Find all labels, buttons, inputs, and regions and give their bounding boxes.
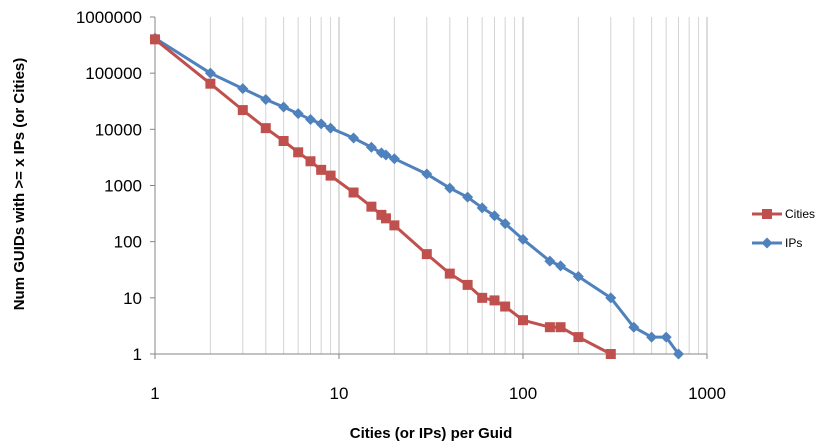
legend-item-ips: IPs [752, 236, 802, 250]
y-tick-label: 1000 [104, 177, 142, 196]
cities-marker [278, 135, 289, 146]
ips-marker [278, 101, 290, 113]
ips-marker [365, 141, 377, 153]
ips-marker [605, 292, 617, 304]
cities-marker [605, 349, 616, 359]
ips-marker [555, 260, 567, 272]
y-tick-label: 1 [133, 345, 142, 364]
series-cities [150, 34, 616, 359]
cities-marker [325, 170, 336, 181]
cities-marker [260, 123, 271, 134]
series-line [154, 38, 612, 356]
ips-marker [260, 93, 272, 105]
cities-marker [150, 34, 160, 45]
y-tick-label: 100000 [85, 64, 142, 83]
ips-marker [761, 237, 773, 249]
y-tick-label: 100 [114, 233, 142, 252]
ips-marker [672, 348, 684, 360]
ips-marker [628, 321, 640, 333]
cities-marker [518, 315, 528, 326]
cities-marker [762, 209, 772, 219]
ips-marker [204, 67, 216, 79]
x-tick-label: 1 [150, 384, 159, 403]
cities-marker [477, 292, 488, 303]
cities-marker [316, 164, 327, 175]
cities-marker [573, 332, 584, 343]
cities-marker [389, 220, 400, 231]
cities-marker [348, 187, 359, 198]
cities-marker [237, 105, 248, 116]
ips-marker [380, 149, 392, 161]
cities-marker [366, 201, 377, 212]
cities-marker [421, 249, 432, 260]
ips-marker [421, 168, 433, 180]
series-group [149, 32, 684, 360]
ips-marker [444, 182, 456, 194]
legend-label: Cities [785, 207, 815, 221]
ips-marker [388, 153, 400, 165]
ips-marker [517, 233, 529, 245]
legend-label: IPs [785, 236, 802, 250]
x-tick-label: 10 [330, 384, 349, 403]
series-line [154, 36, 680, 355]
ips-marker [572, 270, 584, 282]
cities-marker [555, 322, 566, 333]
x-tick-label: 100 [509, 384, 537, 403]
y-axis-title: Num GUIDs with >= x IPs (or Cities) [11, 58, 28, 311]
x-axis-title: Cities (or IPs) per Guid [350, 425, 513, 442]
ips-marker [660, 331, 672, 343]
ips-marker [315, 118, 327, 130]
ips-marker [488, 210, 500, 222]
ips-marker [348, 132, 360, 144]
ips-marker [462, 191, 474, 203]
cities-marker [305, 156, 316, 167]
ips-marker [476, 202, 488, 214]
ips-marker [325, 122, 337, 134]
y-tick-label: 10 [123, 289, 142, 308]
series-ips [149, 32, 684, 360]
cities-marker [462, 279, 473, 290]
cities-marker [500, 301, 511, 312]
ips-marker [292, 108, 304, 120]
cities-marker [293, 147, 304, 158]
cities-marker [544, 322, 555, 333]
axes [150, 16, 708, 359]
grid [209, 17, 708, 354]
ips-marker [237, 83, 249, 95]
x-tick-label: 1000 [688, 384, 726, 403]
ips-marker [544, 255, 556, 267]
y-tick-label: 1000000 [76, 8, 142, 27]
cities-marker [444, 268, 455, 279]
tick-labels: 1 10 100 1000 10000 100000 1000000 1 10 100 1000 [76, 8, 726, 403]
y-tick-label: 10000 [95, 120, 142, 139]
ips-marker [499, 218, 511, 230]
legend: Cities IPs [752, 207, 815, 250]
legend-item-cities: Cities [752, 207, 815, 221]
ips-marker [304, 113, 316, 125]
ips-marker [646, 331, 658, 343]
cities-marker [489, 295, 500, 306]
cities-marker [205, 78, 216, 89]
cities-marker [380, 213, 391, 224]
